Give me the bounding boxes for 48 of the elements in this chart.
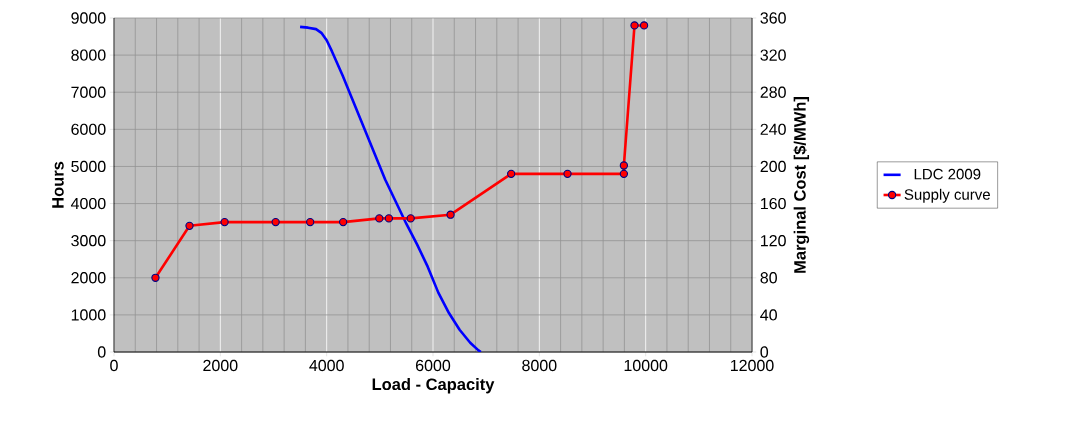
point <box>563 169 572 179</box>
x-tick-label: 12000 <box>730 359 774 372</box>
x-tick-label: 0 <box>110 359 118 372</box>
y-tick-label: 2000 <box>71 272 106 284</box>
y2-tick-label: 0 <box>760 346 769 358</box>
point <box>446 210 455 219</box>
x-tick-label: 8000 <box>522 359 557 372</box>
point <box>375 214 384 223</box>
y2-tick-label: 160 <box>761 197 786 210</box>
y-tick-label: 8000 <box>71 49 106 61</box>
point <box>639 21 649 30</box>
y-axis-title: Hours <box>52 161 64 208</box>
x-tick-label: 4000 <box>309 359 344 372</box>
point <box>220 217 229 227</box>
y2-tick-label: 120 <box>761 235 786 247</box>
point <box>306 217 315 227</box>
legend-label: LDC 2009 <box>914 168 981 180</box>
y2-tick-label: 360 <box>760 12 786 24</box>
point <box>619 161 629 170</box>
y2-tick-label: 200 <box>760 160 786 173</box>
x-axis-title: Load - Capacity <box>372 378 495 394</box>
y2-tick-label: 40 <box>760 309 777 321</box>
point <box>271 217 280 227</box>
y-tick-label: 5000 <box>71 160 106 173</box>
point <box>384 214 394 223</box>
x-tick-label: 2000 <box>203 359 238 372</box>
point <box>185 221 194 230</box>
y2-tick-label: 80 <box>760 272 777 284</box>
y-tick-label: 6000 <box>71 123 106 135</box>
point <box>151 273 160 282</box>
y-tick-label: 3000 <box>71 235 106 247</box>
legend-label: Supply curve <box>904 188 990 203</box>
point <box>339 217 348 227</box>
point <box>507 169 516 179</box>
y2-axis-title: Marginal Cost [$/MWh] <box>793 97 810 273</box>
y-tick-label: 7000 <box>71 86 106 98</box>
y-tick-label: 4000 <box>70 197 106 210</box>
point <box>406 214 415 223</box>
x-tick-label: 6000 <box>416 359 451 372</box>
point <box>619 169 629 179</box>
y-tick-label: 9000 <box>71 12 106 24</box>
x-tick-label: 10000 <box>624 359 668 372</box>
y2-tick-label: 320 <box>760 49 786 61</box>
y-tick-label: 0 <box>97 346 106 358</box>
y2-tick-label: 240 <box>760 123 786 135</box>
y-tick-label: 1000 <box>71 309 106 321</box>
point <box>630 21 639 30</box>
y2-tick-label: 280 <box>760 86 786 98</box>
